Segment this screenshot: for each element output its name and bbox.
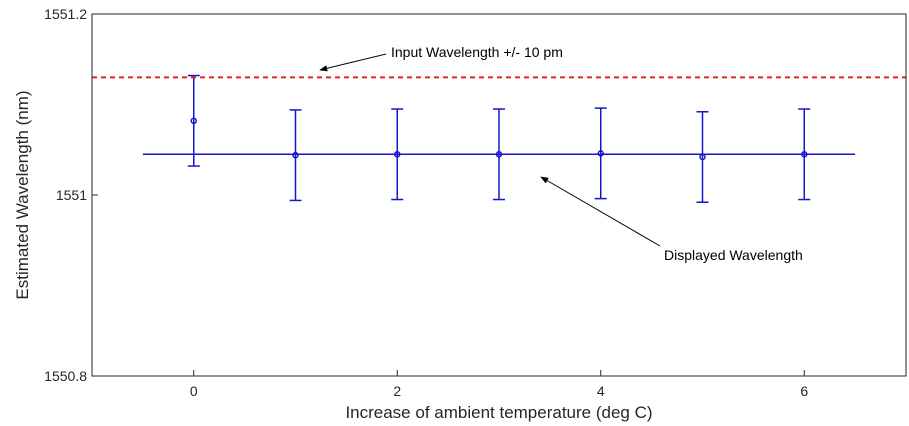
data-point xyxy=(190,117,197,125)
y-tick-label: 1550.8 xyxy=(44,368,87,384)
y-axis-label: Estimated Wavelength (nm) xyxy=(13,90,32,299)
x-tick-label: 6 xyxy=(800,383,808,399)
x-tick-label: 4 xyxy=(597,383,605,399)
annotation-input-wavelength: Input Wavelength +/- 10 pm xyxy=(391,44,563,60)
x-tick-label: 0 xyxy=(190,383,198,399)
data-point xyxy=(292,151,299,159)
annotation-arrow-input xyxy=(319,53,387,72)
x-axis-label: Increase of ambient temperature (deg C) xyxy=(345,403,652,422)
data-point xyxy=(597,150,604,157)
y-tick-label: 1551.2 xyxy=(44,6,87,22)
x-tick-label: 2 xyxy=(393,383,401,399)
annotation-displayed-wavelength: Displayed Wavelength xyxy=(664,247,803,263)
annotation-arrow-displayed xyxy=(540,176,661,247)
y-tick-label: 1551 xyxy=(56,187,87,203)
